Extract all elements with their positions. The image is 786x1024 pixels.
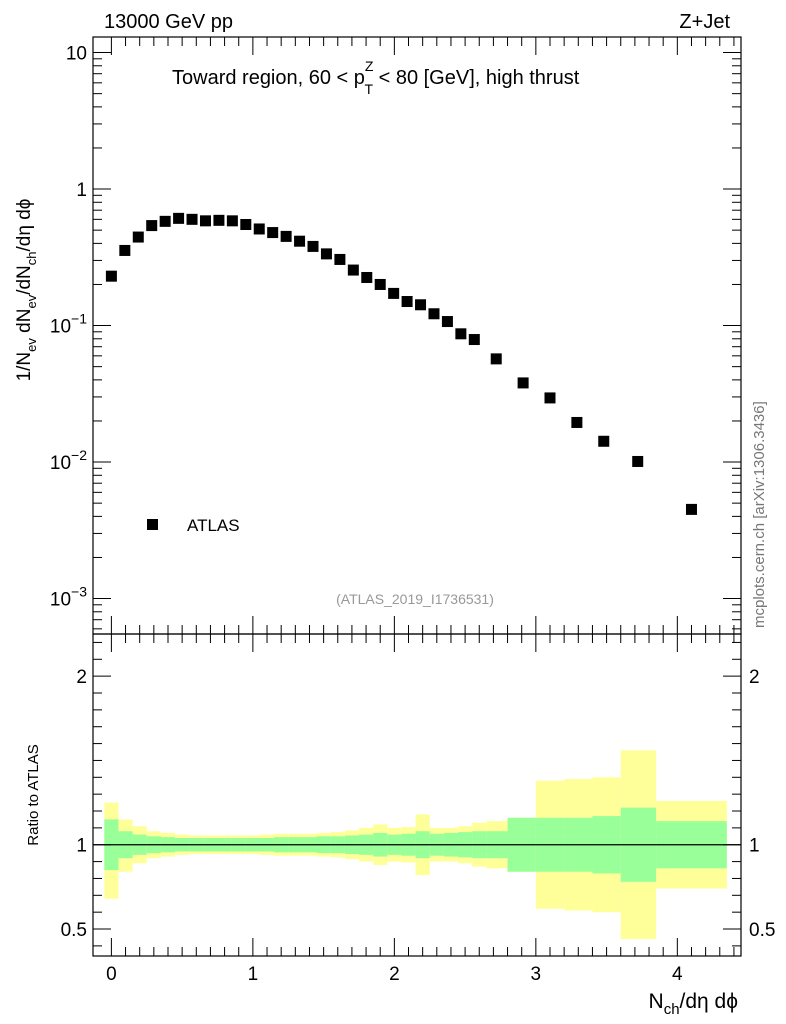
ratio-y-tick-label-left: 2 xyxy=(76,667,87,688)
ratio-y-tick-label-right: 2 xyxy=(749,667,760,688)
data-point xyxy=(401,296,413,308)
data-point xyxy=(307,240,319,252)
y-tick-label: 10 xyxy=(66,44,87,65)
data-point xyxy=(240,218,252,230)
data-point xyxy=(415,299,427,311)
data-point xyxy=(146,220,158,232)
ratio-y-tick-label-left: 0.5 xyxy=(61,920,87,941)
data-point xyxy=(320,248,332,260)
data-point xyxy=(132,231,144,243)
main-frame xyxy=(92,36,742,635)
data-point xyxy=(544,392,556,404)
y-tick-label: 1 xyxy=(76,180,87,201)
main-plot-panel: 10−3 10−2 10−1 1 10 Toward region, 60 < pZ T … xyxy=(14,36,742,635)
data-point xyxy=(468,334,480,346)
data-point xyxy=(199,215,211,227)
x-tick-label: 2 xyxy=(389,964,400,985)
data-point xyxy=(186,213,198,225)
data-point xyxy=(455,328,467,340)
x-tick-label: 0 xyxy=(106,964,117,985)
y-tick-label: 10−1 xyxy=(50,311,87,338)
data-point xyxy=(441,316,453,328)
data-point xyxy=(428,308,440,320)
data-point xyxy=(685,503,697,515)
side-label: mcplots.cern.ch [arXiv:1306.3436] xyxy=(751,401,768,628)
ratio-y-tick-label-right: 0.5 xyxy=(749,920,775,941)
data-point xyxy=(253,223,265,235)
data-point xyxy=(388,287,400,299)
ratio-ticks: 0 1 2 3 4 0.5 0.5 1 1 2 2 xyxy=(61,634,775,985)
ratio-y-axis-label: Ratio to ATLAS xyxy=(25,744,42,845)
analysis-id: (ATLAS_2019_I1736531) xyxy=(336,591,494,607)
legend-label: ATLAS xyxy=(187,516,240,535)
y-tick-label: 10−2 xyxy=(50,447,87,474)
data-point xyxy=(598,435,610,447)
data-point xyxy=(294,235,306,247)
stat-band xyxy=(104,807,727,882)
data-point xyxy=(517,377,529,389)
x-axis-label: Nch/dη dϕ xyxy=(649,990,738,1018)
x-tick-label: 1 xyxy=(248,964,259,985)
data-point xyxy=(361,271,373,283)
data-point xyxy=(280,230,292,242)
legend-marker xyxy=(147,519,158,530)
data-point xyxy=(159,215,171,227)
data-point xyxy=(226,215,238,227)
data-point xyxy=(119,244,131,256)
x-tick-label: 4 xyxy=(672,964,683,985)
ratio-y-tick-label-left: 1 xyxy=(76,836,87,857)
x-tick-label: 3 xyxy=(531,964,542,985)
data-point xyxy=(347,264,359,276)
ratio-frame xyxy=(92,633,742,957)
data-point xyxy=(105,270,117,282)
data-point xyxy=(571,416,583,428)
ratio-y-tick-label-right: 1 xyxy=(749,836,760,857)
data-point xyxy=(213,214,225,226)
energy-label: 13000 GeV pp xyxy=(104,11,233,33)
main-ticks: 10−3 10−2 10−1 1 10 xyxy=(50,37,741,634)
data-point xyxy=(173,212,185,224)
y-tick-label: 10−3 xyxy=(50,584,87,611)
data-point xyxy=(334,253,346,265)
plot-title: Toward region, 60 < pZ T < 80 [GeV], high… xyxy=(172,58,580,97)
main-y-axis-label: 1/Nev dNev/dNch/dη dϕ xyxy=(14,199,39,382)
data-point xyxy=(374,278,386,290)
process-label: Z+Jet xyxy=(679,11,730,33)
data-points xyxy=(105,212,697,515)
data-point xyxy=(267,227,279,239)
ratio-plot-panel: 0 1 2 3 4 0.5 0.5 1 1 2 2 Ratio to ATLAS Nch/dη dϕ xyxy=(25,633,775,1018)
data-point xyxy=(632,455,644,467)
data-point xyxy=(490,353,502,365)
